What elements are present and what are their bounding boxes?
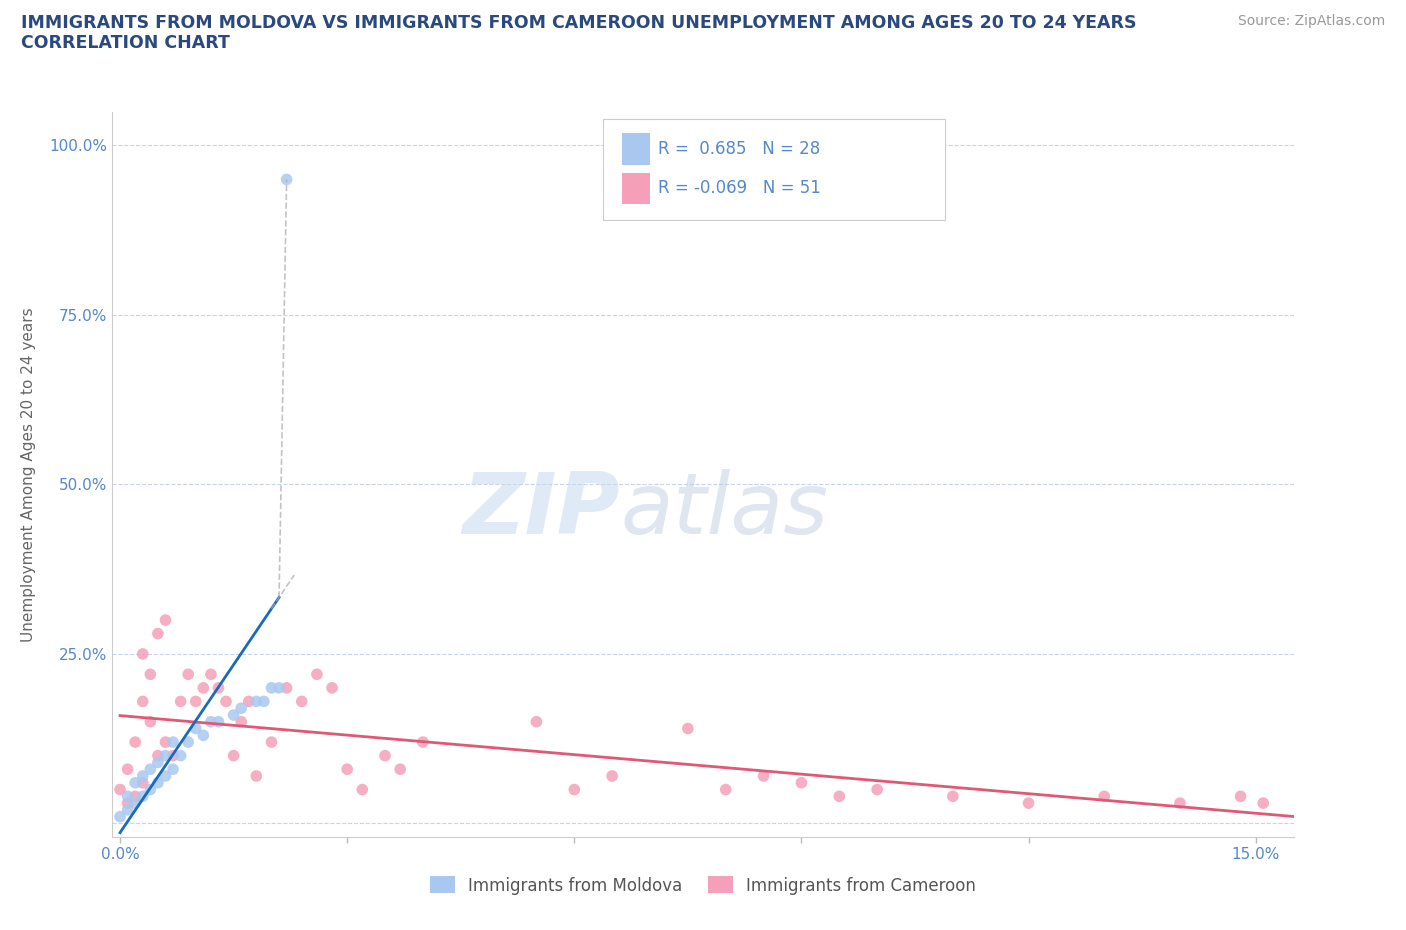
Point [162, 735, 184, 750]
FancyBboxPatch shape [621, 173, 650, 205]
FancyBboxPatch shape [603, 119, 945, 220]
Point [238, 694, 260, 709]
Text: R =  0.685   N = 28: R = 0.685 N = 28 [658, 140, 820, 158]
Point [177, 735, 200, 750]
Point [132, 789, 155, 804]
Text: CORRELATION CHART: CORRELATION CHART [21, 34, 231, 52]
Point [155, 613, 177, 628]
Point [276, 172, 298, 187]
Point [412, 735, 434, 750]
Point [177, 667, 200, 682]
Point [336, 762, 359, 777]
Legend: Immigrants from Moldova, Immigrants from Cameroon: Immigrants from Moldova, Immigrants from… [423, 870, 983, 901]
Point [124, 789, 146, 804]
Point [321, 681, 343, 696]
Point [117, 789, 139, 804]
Point [752, 768, 775, 783]
Point [562, 782, 585, 797]
Point [162, 749, 184, 764]
Point [374, 749, 396, 764]
Point [352, 782, 374, 797]
Point [245, 694, 267, 709]
Point [253, 694, 276, 709]
Point [132, 646, 155, 661]
FancyBboxPatch shape [621, 133, 650, 166]
Point [132, 776, 155, 790]
Point [1018, 796, 1040, 811]
Point [139, 667, 162, 682]
Point [942, 789, 965, 804]
Point [155, 749, 177, 764]
Point [184, 694, 207, 709]
Point [108, 809, 131, 824]
Point [139, 714, 162, 729]
Point [132, 768, 155, 783]
Point [117, 796, 139, 811]
Point [146, 626, 169, 641]
Point [526, 714, 548, 729]
Point [866, 782, 889, 797]
Point [222, 708, 245, 723]
Point [124, 735, 146, 750]
Point [714, 782, 737, 797]
Point [215, 694, 238, 709]
Point [124, 776, 146, 790]
Point [132, 694, 155, 709]
Point [1092, 789, 1115, 804]
Text: ZIP: ZIP [463, 469, 620, 552]
Point [276, 681, 298, 696]
Point [139, 782, 162, 797]
Point [1251, 796, 1274, 811]
Point [207, 714, 229, 729]
Point [169, 694, 191, 709]
Point [193, 728, 215, 743]
Point [184, 721, 207, 736]
Point [790, 776, 813, 790]
Point [207, 681, 229, 696]
Point [260, 681, 283, 696]
Point [200, 667, 222, 682]
Point [1168, 796, 1191, 811]
Point [828, 789, 851, 804]
Text: Source: ZipAtlas.com: Source: ZipAtlas.com [1237, 14, 1385, 28]
Point [155, 735, 177, 750]
Point [260, 735, 283, 750]
Y-axis label: Unemployment Among Ages 20 to 24 years: Unemployment Among Ages 20 to 24 years [21, 307, 35, 642]
Point [146, 749, 169, 764]
Point [200, 714, 222, 729]
Point [676, 721, 699, 736]
Point [389, 762, 412, 777]
Text: atlas: atlas [620, 469, 828, 552]
Point [231, 700, 253, 715]
Point [162, 762, 184, 777]
Point [139, 762, 162, 777]
Text: IMMIGRANTS FROM MOLDOVA VS IMMIGRANTS FROM CAMEROON UNEMPLOYMENT AMONG AGES 20 T: IMMIGRANTS FROM MOLDOVA VS IMMIGRANTS FR… [21, 14, 1136, 32]
Point [146, 755, 169, 770]
Point [600, 768, 623, 783]
Point [231, 714, 253, 729]
Point [305, 667, 328, 682]
Point [222, 749, 245, 764]
Point [245, 768, 267, 783]
Point [146, 776, 169, 790]
Point [117, 803, 139, 817]
Point [117, 762, 139, 777]
Point [1229, 789, 1251, 804]
Point [155, 768, 177, 783]
Point [291, 694, 314, 709]
Text: R = -0.069   N = 51: R = -0.069 N = 51 [658, 179, 821, 197]
Point [267, 681, 290, 696]
Point [169, 749, 191, 764]
Point [193, 681, 215, 696]
Point [124, 796, 146, 811]
Point [108, 782, 131, 797]
